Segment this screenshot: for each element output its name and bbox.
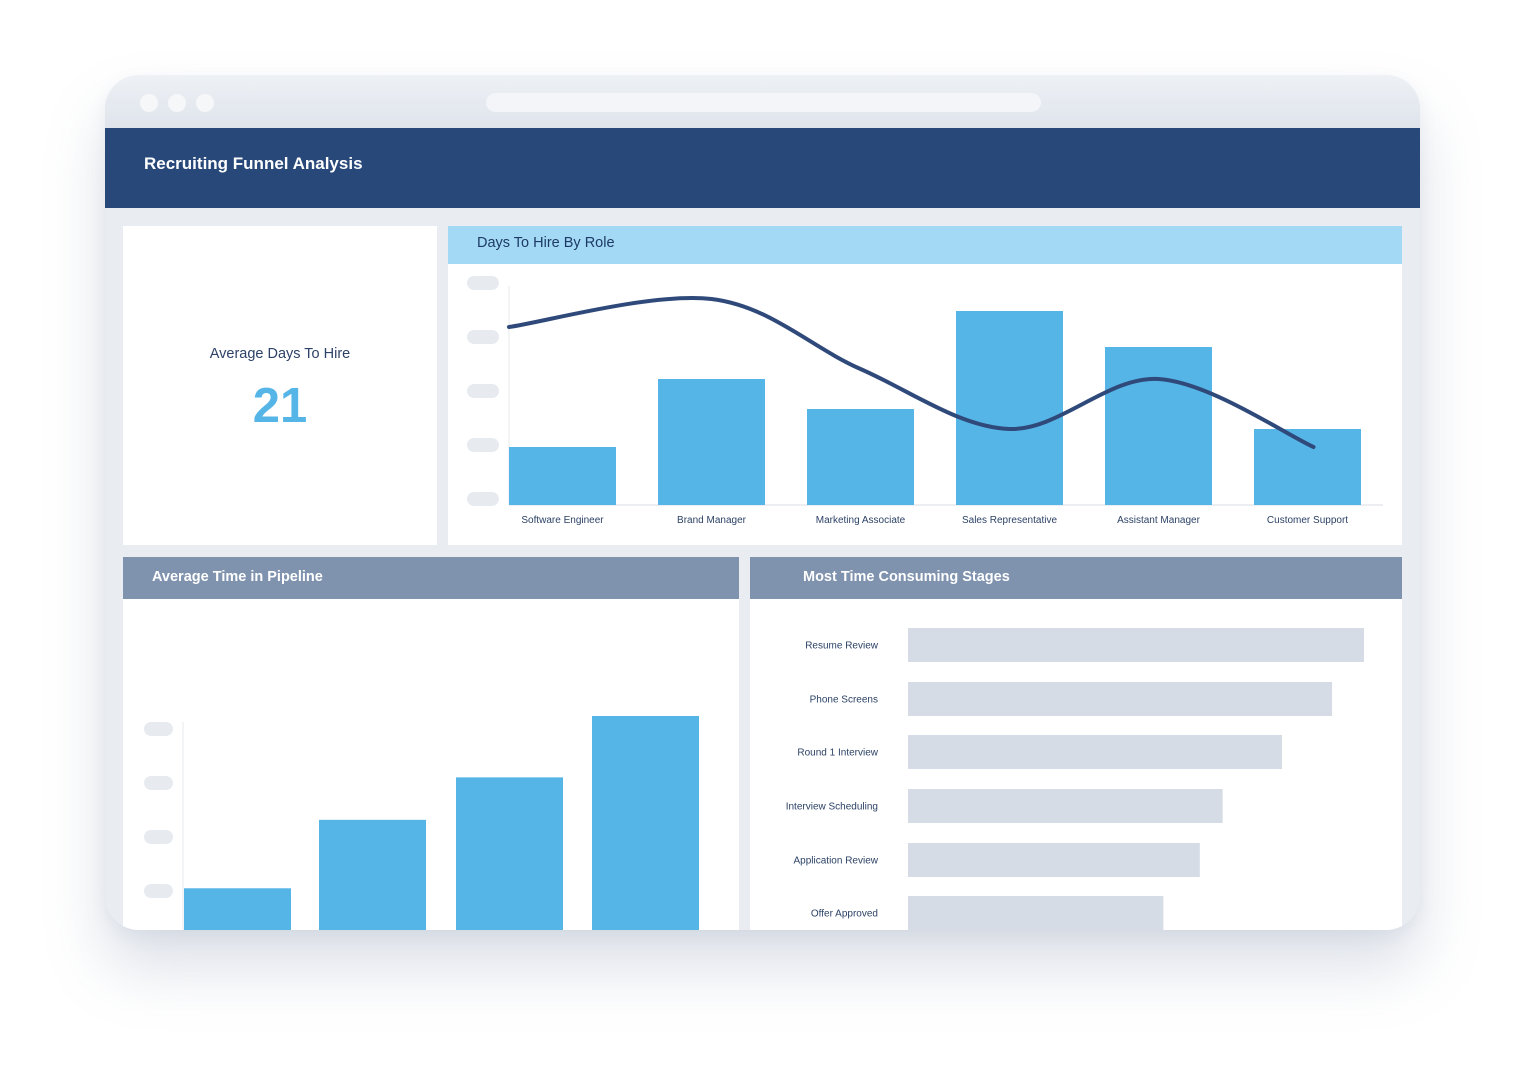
pipeline-bar	[592, 716, 699, 930]
stages-chart-title: Most Time Consuming Stages	[803, 569, 1010, 585]
y-axis-tick-placeholder	[467, 330, 499, 344]
stage-label: Round 1 Interview	[797, 748, 878, 759]
window-close-dot[interactable]	[140, 94, 158, 112]
stage-label: Application Review	[794, 856, 879, 867]
bar-customer-support	[1254, 429, 1361, 505]
bar-marketing-associate	[807, 409, 914, 505]
y-axis-tick-placeholder	[467, 438, 499, 452]
trend-line	[507, 296, 1316, 449]
stage-bar	[908, 682, 1333, 716]
y-axis-tick-placeholder	[144, 884, 173, 898]
kpi-card: Average Days To Hire 21	[123, 226, 437, 545]
page-title: Recruiting Funnel Analysis	[144, 154, 363, 173]
pipeline-bar	[319, 819, 426, 930]
pipeline-bar	[184, 888, 291, 930]
y-axis-tick-placeholder	[144, 830, 173, 844]
pipeline-bar	[456, 777, 563, 930]
window-zoom-dot[interactable]	[196, 94, 214, 112]
x-tick-label: Brand Manager	[677, 515, 747, 526]
role-chart: Software Engineer Brand Manager Marketing …	[467, 276, 1383, 526]
x-tick-label: Sales Representative	[962, 515, 1057, 526]
kpi-label: Average Days To Hire	[209, 346, 351, 362]
x-tick-label: Software Engineer	[521, 515, 604, 526]
bar-assistant-manager	[1105, 347, 1212, 505]
browser-titlebar	[105, 75, 1420, 128]
role-chart-header: Days To Hire By Role	[448, 226, 1402, 264]
bar-software-engineer	[509, 447, 616, 505]
bar-brand-manager	[658, 379, 765, 505]
pipeline-chart-card: Average Time in Pipeline	[123, 557, 739, 930]
stage-bar	[908, 628, 1364, 662]
browser-window: Recruiting Funnel Analysis Average Days …	[105, 75, 1420, 930]
x-tick-label: Customer Support	[1267, 515, 1348, 526]
stage-label: Phone Screens	[810, 695, 878, 706]
x-tick-label: Assistant Manager	[1117, 515, 1200, 526]
stage-label: Interview Scheduling	[786, 802, 878, 813]
role-chart-card: Days To Hire By Role Software Engineer Br…	[448, 226, 1402, 545]
address-bar[interactable]	[486, 93, 1041, 112]
stages-chart: Resume Review Phone Screens Round 1 Interv…	[786, 628, 1364, 930]
stages-chart-card: Most Time Consuming Stages Resume Review…	[750, 557, 1402, 930]
window-minimize-dot[interactable]	[168, 94, 186, 112]
stages-chart-header: Most Time Consuming Stages	[750, 557, 1402, 599]
stage-label: Offer Approved	[811, 909, 878, 920]
pipeline-chart-title: Average Time in Pipeline	[152, 569, 323, 585]
stage-bar	[908, 789, 1223, 823]
y-axis-tick-placeholder	[144, 722, 173, 736]
pipeline-chart-header: Average Time in Pipeline	[123, 557, 739, 599]
y-axis-tick-placeholder	[467, 276, 499, 290]
y-axis-tick-placeholder	[467, 384, 499, 398]
y-axis-tick-placeholder	[144, 776, 173, 790]
dashboard-header: Recruiting Funnel Analysis	[105, 128, 1420, 208]
role-chart-title: Days To Hire By Role	[477, 235, 615, 251]
stage-label: Resume Review	[805, 641, 879, 652]
bar-sales-representative	[956, 311, 1063, 505]
stage-bar	[908, 735, 1282, 769]
kpi-value: 21	[252, 379, 308, 433]
pipeline-chart	[144, 716, 699, 930]
stage-bar	[908, 896, 1164, 930]
y-axis-tick-placeholder	[467, 492, 499, 506]
x-tick-label: Marketing Associate	[816, 515, 906, 526]
stage-bar	[908, 843, 1200, 877]
